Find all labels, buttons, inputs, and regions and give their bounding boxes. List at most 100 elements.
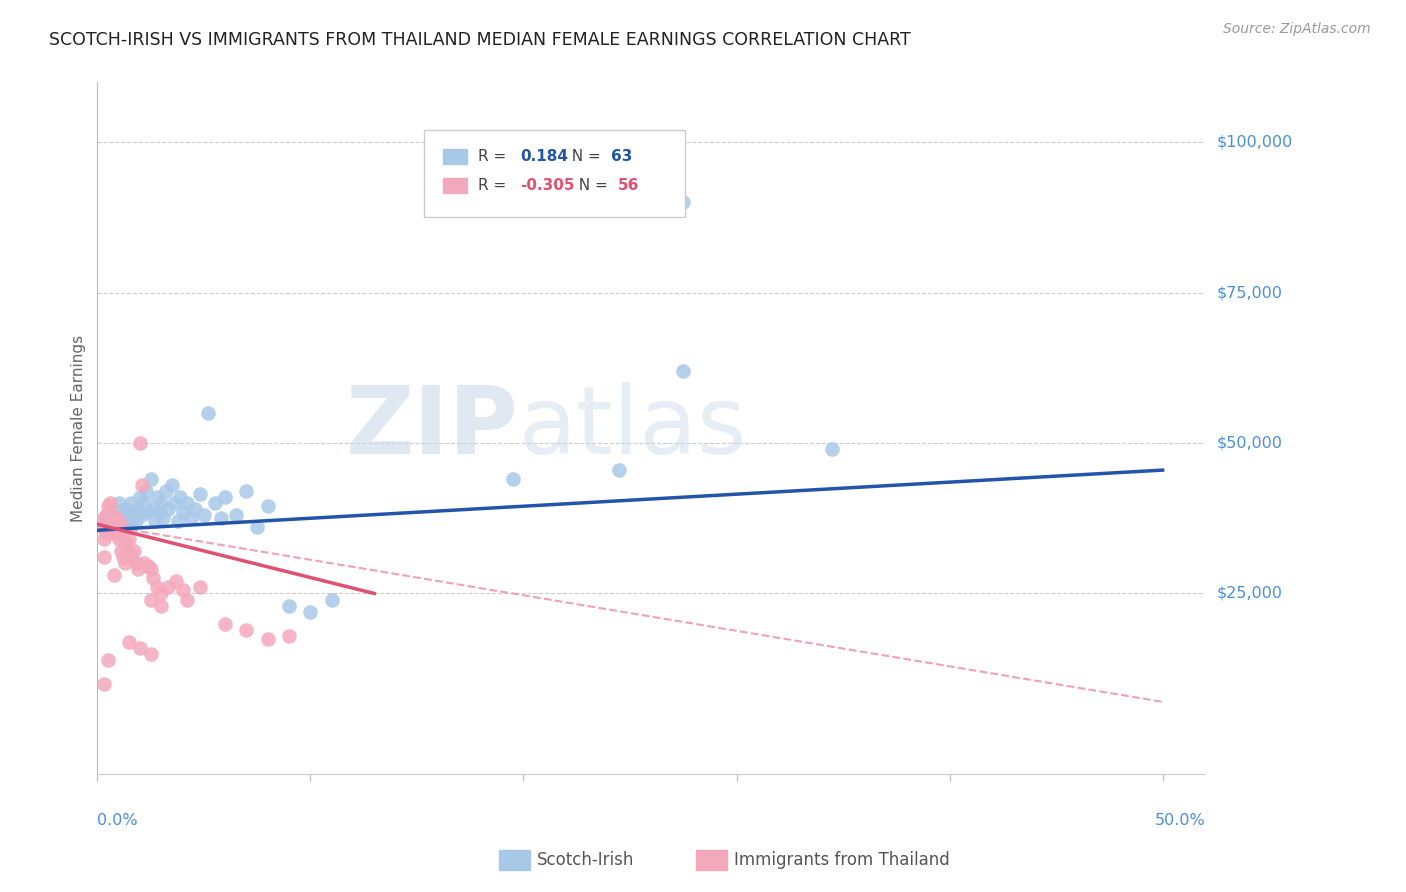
Text: $75,000: $75,000 (1216, 285, 1282, 300)
Point (299, 605, 322, 619)
Point (176, 496, 198, 510)
Point (114, 557, 136, 571)
Text: R =: R = (478, 149, 512, 164)
Point (103, 508, 125, 523)
Point (256, 632, 278, 646)
Text: 0.0%: 0.0% (97, 813, 138, 828)
Point (197, 406, 219, 420)
Point (188, 487, 211, 501)
Point (169, 490, 191, 504)
Point (142, 571, 165, 585)
Point (184, 502, 207, 516)
Point (103, 514, 125, 528)
Point (138, 505, 160, 519)
Point (672, 195, 695, 210)
Text: Source: ZipAtlas.com: Source: ZipAtlas.com (1223, 22, 1371, 37)
Point (256, 500, 278, 514)
Point (101, 502, 124, 516)
Text: 0.184: 0.184 (520, 149, 568, 164)
Point (150, 496, 173, 510)
Point (97, 508, 120, 523)
Point (146, 581, 169, 595)
Point (607, 463, 630, 477)
Point (115, 541, 138, 556)
Text: N =: N = (561, 149, 605, 164)
Point (114, 502, 136, 516)
Text: R =: R = (478, 178, 512, 194)
Text: $100,000: $100,000 (1216, 135, 1292, 150)
Text: 63: 63 (612, 149, 633, 164)
Point (111, 550, 134, 565)
Point (163, 496, 186, 510)
Point (93, 533, 115, 547)
Point (110, 544, 132, 558)
Point (97, 520, 120, 534)
Point (148, 505, 170, 519)
Point (107, 520, 129, 534)
Point (278, 629, 301, 643)
Point (176, 592, 198, 607)
Point (180, 511, 202, 525)
Point (93, 511, 115, 525)
Text: -0.305: -0.305 (520, 178, 575, 194)
Point (139, 592, 162, 607)
Point (502, 472, 524, 486)
Point (278, 599, 301, 613)
Point (110, 508, 132, 523)
Point (146, 490, 169, 504)
Point (214, 616, 236, 631)
Point (321, 592, 343, 607)
Point (160, 478, 183, 492)
Point (118, 514, 141, 528)
Point (94, 511, 117, 525)
Point (152, 511, 174, 525)
Point (125, 557, 148, 571)
Point (246, 520, 269, 534)
Point (150, 599, 173, 613)
Point (139, 472, 162, 486)
Point (127, 502, 149, 516)
Point (134, 496, 156, 510)
Point (235, 484, 257, 499)
Text: ZIP: ZIP (346, 382, 519, 474)
Text: N =: N = (569, 178, 613, 194)
Point (139, 647, 162, 661)
Text: atlas: atlas (519, 382, 747, 474)
Point (101, 523, 124, 537)
Point (155, 484, 177, 499)
Point (93, 550, 115, 565)
Point (209, 511, 232, 525)
Point (135, 484, 157, 499)
Point (131, 478, 153, 492)
Point (94, 526, 117, 541)
Point (172, 505, 194, 519)
Point (105, 517, 128, 532)
Point (134, 557, 156, 571)
Point (139, 562, 162, 576)
Point (125, 514, 148, 528)
Point (821, 442, 844, 456)
Point (193, 508, 215, 523)
Point (167, 514, 190, 528)
Point (98, 520, 121, 534)
Text: $25,000: $25,000 (1216, 586, 1282, 601)
FancyBboxPatch shape (425, 130, 685, 217)
Point (156, 502, 179, 516)
Point (150, 586, 173, 600)
Point (188, 581, 211, 595)
Text: 50.0%: 50.0% (1154, 813, 1205, 828)
Point (115, 508, 138, 523)
Point (101, 520, 124, 534)
Point (94, 508, 117, 523)
Point (111, 511, 134, 525)
Point (122, 505, 145, 519)
Point (105, 517, 128, 532)
Point (129, 490, 152, 504)
Point (97, 500, 120, 514)
Point (131, 508, 153, 523)
Point (105, 505, 128, 519)
Point (120, 517, 142, 532)
Point (118, 533, 141, 547)
Y-axis label: Median Female Earnings: Median Female Earnings (72, 334, 86, 522)
Point (214, 490, 236, 504)
